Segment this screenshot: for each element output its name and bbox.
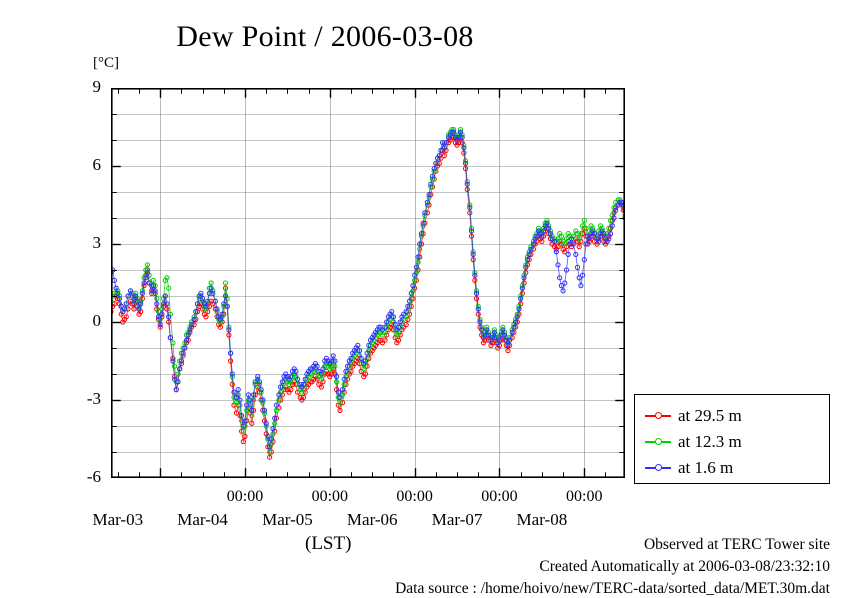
page-title: Dew Point / 2006-03-08 bbox=[176, 20, 474, 53]
legend-marker-icon bbox=[645, 410, 671, 422]
footnote-data-source: Data source : /home/hoivo/new/TERC-data/… bbox=[395, 580, 830, 597]
y-tick-0: 0 bbox=[92, 311, 102, 330]
x-tick-day-mar-04: Mar-04 bbox=[177, 510, 228, 529]
x-tick-time-4: 00:00 bbox=[566, 488, 603, 505]
legend-label: at 1.6 m bbox=[678, 458, 734, 477]
x-tick-time-2: 00:00 bbox=[396, 488, 433, 505]
plot-area bbox=[111, 88, 625, 478]
chart-legend: at 29.5 m at 12.3 m at 1.6 m bbox=[634, 394, 830, 484]
legend-item-0: at 29.5 m bbox=[645, 403, 742, 429]
legend-marker-icon bbox=[645, 462, 671, 474]
y-tick-6: 6 bbox=[92, 155, 102, 174]
legend-item-2: at 1.6 m bbox=[645, 455, 733, 481]
y-tick-3: 3 bbox=[92, 233, 102, 252]
x-tick-day-mar-03: Mar-03 bbox=[92, 510, 144, 529]
footnote-observed: Observed at TERC Tower site bbox=[643, 536, 830, 553]
y-tick-9: 9 bbox=[92, 77, 102, 96]
legend-label: at 12.3 m bbox=[678, 432, 742, 451]
x-tick-time-0: 00:00 bbox=[226, 488, 264, 505]
x-tick-day-mar-08: Mar-08 bbox=[516, 510, 568, 529]
legend-label: at 29.5 m bbox=[678, 406, 742, 425]
dew-point-line-chart bbox=[111, 88, 625, 478]
x-tick-day-mar-05: Mar-05 bbox=[262, 510, 313, 529]
y-tick--3: -3 bbox=[86, 389, 101, 408]
x-tick-time-1: 00:00 bbox=[311, 488, 349, 505]
legend-marker-icon bbox=[645, 436, 671, 448]
y-tick--6: -6 bbox=[86, 467, 101, 486]
x-tick-time-3: 00:00 bbox=[481, 488, 518, 505]
x-axis-title: (LST) bbox=[305, 533, 352, 554]
footnote-created: Created Automatically at 2006-03-08/23:3… bbox=[539, 558, 830, 575]
x-tick-day-mar-07: Mar-07 bbox=[431, 510, 483, 529]
x-tick-day-mar-06: Mar-06 bbox=[346, 510, 398, 529]
legend-item-1: at 12.3 m bbox=[645, 429, 742, 455]
y-axis-unit-label: [°C] bbox=[93, 55, 119, 71]
